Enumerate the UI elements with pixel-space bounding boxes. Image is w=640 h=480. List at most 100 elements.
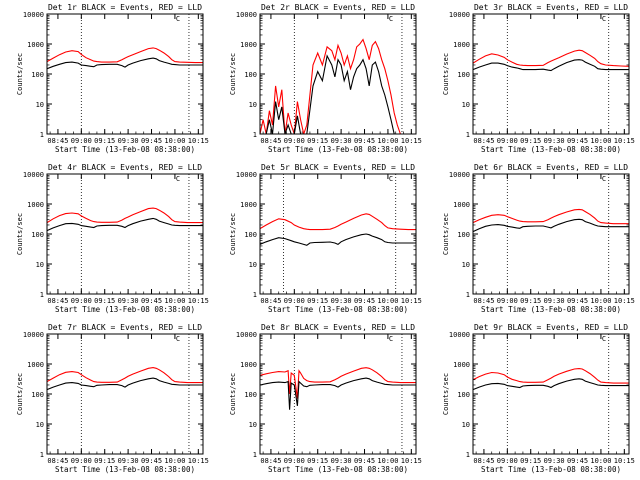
y-tick-label: 10000 bbox=[23, 11, 44, 19]
y-tick-label: 100 bbox=[31, 231, 44, 239]
x-tick-label: 10:00 bbox=[590, 457, 611, 465]
y-tick-label: 1 bbox=[253, 451, 257, 459]
marker-label: C bbox=[602, 15, 606, 23]
x-tick-label: 10:00 bbox=[590, 297, 611, 305]
x-tick-label: 09:00 bbox=[284, 137, 305, 145]
x-tick-label: 09:45 bbox=[354, 137, 375, 145]
y-tick-label: 1000 bbox=[240, 41, 257, 49]
y-axis-label: Counts/sec bbox=[229, 213, 237, 255]
marker-label: C bbox=[389, 335, 393, 343]
plot-frame bbox=[472, 333, 630, 455]
y-tick-label: 10000 bbox=[449, 171, 470, 179]
x-tick-label: 09:45 bbox=[141, 297, 162, 305]
x-tick-label: 10:00 bbox=[377, 297, 398, 305]
x-tick-label: 08:45 bbox=[473, 457, 494, 465]
series-events-line bbox=[473, 218, 629, 233]
y-tick-label: 1 bbox=[40, 451, 44, 459]
chart-svg: Det 3r BLACK = Events, RED = LLD C 1 10 100 1… bbox=[442, 3, 635, 154]
series-events-line bbox=[47, 377, 203, 391]
x-axis-label: Start Time (13-Feb-08 08:38:00) bbox=[268, 465, 408, 474]
y-axis-label: Counts/sec bbox=[16, 53, 24, 95]
series-lld-line bbox=[473, 368, 629, 384]
chart-svg: Det 6r BLACK = Events, RED = LLD C 1 10 100 1… bbox=[442, 163, 635, 314]
x-tick-label: 10:15 bbox=[188, 297, 209, 305]
y-tick-label: 10 bbox=[249, 421, 257, 429]
y-tick-label: 10000 bbox=[449, 331, 470, 339]
x-tick-label: 09:00 bbox=[497, 137, 518, 145]
y-tick-label: 1 bbox=[253, 131, 257, 139]
x-tick-label: 10:15 bbox=[614, 137, 635, 145]
y-tick-label: 100 bbox=[457, 231, 470, 239]
chart-svg: Det 5r BLACK = Events, RED = LLD C 1 10 100 1… bbox=[229, 163, 422, 314]
series-lld-line bbox=[47, 367, 203, 384]
x-tick-label: 08:45 bbox=[260, 457, 281, 465]
y-tick-label: 100 bbox=[244, 391, 257, 399]
x-axis-label: Start Time (13-Feb-08 08:38:00) bbox=[268, 145, 408, 154]
detector-panel-4: Det 4r BLACK = Events, RED = LLD C 1 10 100 1… bbox=[0, 160, 213, 320]
y-tick-label: 100 bbox=[31, 71, 44, 79]
x-tick-label: 10:15 bbox=[401, 297, 422, 305]
y-tick-label: 1000 bbox=[453, 361, 470, 369]
x-tick-label: 09:30 bbox=[118, 457, 139, 465]
plot-frame bbox=[46, 173, 204, 295]
x-tick-label: 09:15 bbox=[94, 137, 115, 145]
y-tick-label: 1 bbox=[40, 131, 44, 139]
y-tick-label: 10000 bbox=[23, 171, 44, 179]
y-tick-label: 1000 bbox=[453, 201, 470, 209]
x-tick-label: 10:15 bbox=[614, 457, 635, 465]
x-tick-label: 10:15 bbox=[614, 297, 635, 305]
x-tick-label: 09:15 bbox=[94, 457, 115, 465]
x-tick-label: 09:15 bbox=[307, 137, 328, 145]
y-tick-label: 1000 bbox=[240, 361, 257, 369]
panel-title: Det 4r BLACK = Events, RED = LLD bbox=[48, 163, 202, 172]
y-tick-label: 1000 bbox=[27, 201, 44, 209]
y-tick-label: 10 bbox=[462, 101, 470, 109]
series-events-line bbox=[47, 57, 203, 70]
y-axis-label: Counts/sec bbox=[442, 53, 450, 95]
y-tick-label: 100 bbox=[244, 231, 257, 239]
plot-frame bbox=[46, 333, 204, 455]
y-axis-label: Counts/sec bbox=[442, 373, 450, 415]
plot-frame bbox=[472, 173, 630, 295]
panel-title: Det 8r BLACK = Events, RED = LLD bbox=[261, 323, 415, 332]
detector-panel-8: Det 8r BLACK = Events, RED = LLD C 1 10 100 1… bbox=[213, 320, 426, 480]
x-tick-label: 09:45 bbox=[354, 457, 375, 465]
y-tick-label: 10 bbox=[249, 101, 257, 109]
y-tick-label: 10 bbox=[462, 261, 470, 269]
chart-svg: Det 1r BLACK = Events, RED = LLD C 1 10 100 1… bbox=[16, 3, 209, 154]
y-tick-label: 1 bbox=[466, 451, 470, 459]
chart-svg: Det 4r BLACK = Events, RED = LLD C 1 10 100 1… bbox=[16, 163, 209, 314]
y-tick-label: 100 bbox=[31, 391, 44, 399]
detector-panel-5: Det 5r BLACK = Events, RED = LLD C 1 10 100 1… bbox=[213, 160, 426, 320]
y-tick-label: 1 bbox=[466, 291, 470, 299]
x-tick-label: 10:00 bbox=[377, 137, 398, 145]
x-tick-label: 09:00 bbox=[71, 457, 92, 465]
x-tick-label: 09:30 bbox=[118, 137, 139, 145]
x-tick-label: 09:30 bbox=[118, 297, 139, 305]
series-lld-line bbox=[47, 47, 203, 64]
x-tick-label: 10:15 bbox=[188, 457, 209, 465]
y-tick-label: 1000 bbox=[453, 41, 470, 49]
series-lld-line bbox=[260, 38, 401, 134]
chart-svg: Det 2r BLACK = Events, RED = LLD C 1 10 100 1… bbox=[229, 3, 422, 154]
x-axis-label: Start Time (13-Feb-08 08:38:00) bbox=[55, 145, 195, 154]
x-tick-label: 08:45 bbox=[47, 457, 68, 465]
x-tick-label: 09:15 bbox=[520, 457, 541, 465]
y-tick-label: 1 bbox=[466, 131, 470, 139]
y-tick-label: 1 bbox=[253, 291, 257, 299]
series-lld-line bbox=[260, 367, 416, 399]
panel-title: Det 5r BLACK = Events, RED = LLD bbox=[261, 163, 415, 172]
series-lld-line bbox=[473, 208, 629, 225]
x-tick-label: 10:00 bbox=[377, 457, 398, 465]
series-events-line bbox=[260, 233, 416, 246]
y-tick-label: 1000 bbox=[27, 41, 44, 49]
x-axis-label: Start Time (13-Feb-08 08:38:00) bbox=[55, 305, 195, 314]
x-tick-label: 09:15 bbox=[520, 137, 541, 145]
x-tick-label: 09:00 bbox=[497, 457, 518, 465]
x-tick-label: 09:45 bbox=[567, 137, 588, 145]
detector-panel-1: Det 1r BLACK = Events, RED = LLD C 1 10 100 1… bbox=[0, 0, 213, 160]
x-tick-label: 10:15 bbox=[401, 457, 422, 465]
x-axis-label: Start Time (13-Feb-08 08:38:00) bbox=[481, 305, 621, 314]
x-tick-label: 09:00 bbox=[497, 297, 518, 305]
